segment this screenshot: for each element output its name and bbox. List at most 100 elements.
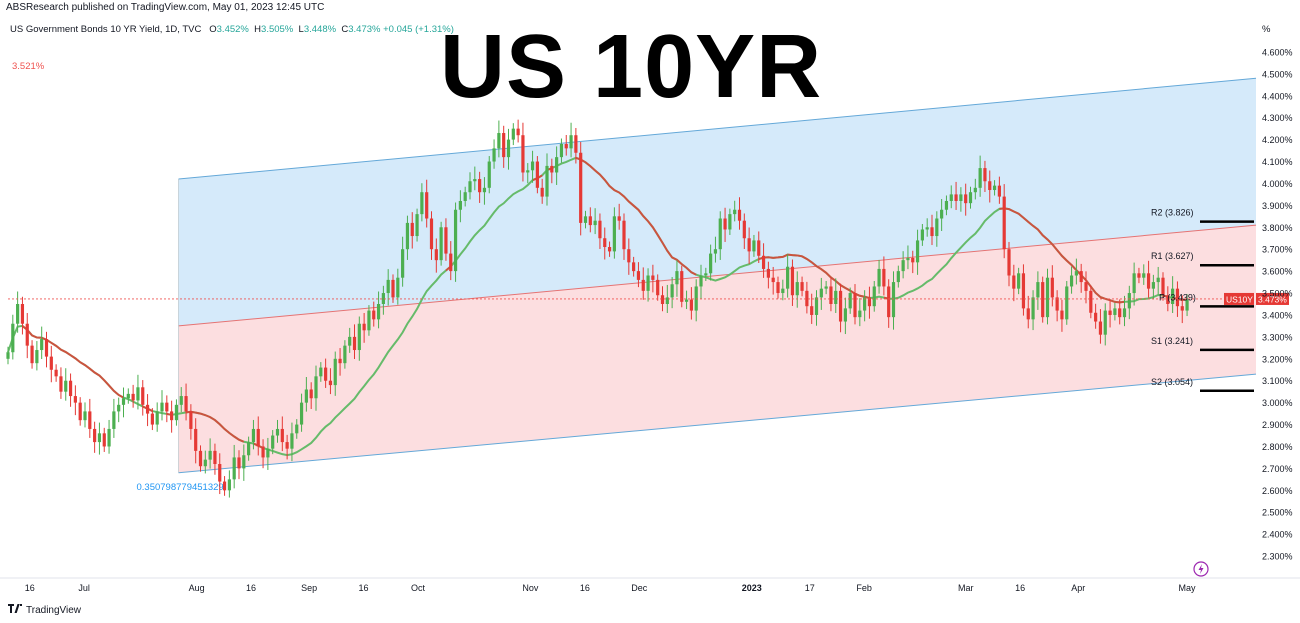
candle-body xyxy=(757,240,761,256)
pivot-label-r2: R2 (3.826) xyxy=(1151,208,1194,218)
candle-body xyxy=(959,194,963,201)
y-tick-label: 3.800% xyxy=(1262,223,1293,233)
candle-body xyxy=(737,209,742,221)
candle-body xyxy=(1127,293,1131,309)
pivot-label-s1: S1 (3.241) xyxy=(1151,336,1193,346)
candle-body xyxy=(511,128,515,140)
y-tick-label: 3.300% xyxy=(1262,332,1293,342)
candle-body xyxy=(704,273,708,276)
candle-body xyxy=(656,279,660,296)
candle-body xyxy=(88,411,92,429)
candle-body xyxy=(482,187,487,193)
candle-body xyxy=(964,194,968,204)
candle-body xyxy=(1036,282,1040,298)
candle-body xyxy=(1151,282,1155,289)
y-axis: 4.600% 4.500% 4.400% 4.300% 4.200% 4.100% 4.00… xyxy=(1262,47,1293,561)
footer-brand[interactable]: TradingView xyxy=(8,604,81,616)
candle-body xyxy=(1031,297,1035,320)
candle-body xyxy=(651,275,655,280)
candle-body xyxy=(887,286,891,318)
candle-body xyxy=(30,345,34,364)
x-tick-label: 16 xyxy=(359,583,369,593)
candle-body xyxy=(954,194,958,201)
candle-body xyxy=(781,288,785,294)
y-tick-label: 3.200% xyxy=(1262,354,1293,364)
candle-body xyxy=(444,227,448,254)
candle-body xyxy=(117,404,121,412)
candle-body xyxy=(680,271,684,302)
candle-body xyxy=(718,218,722,250)
candle-body xyxy=(338,358,342,364)
candle-body xyxy=(983,168,987,182)
candle-body xyxy=(684,299,689,302)
candle-body xyxy=(603,238,607,248)
candle-body xyxy=(415,214,419,237)
candle-body xyxy=(333,358,337,386)
candle-body xyxy=(622,220,626,250)
x-tick-label: Aug xyxy=(189,583,205,593)
candle-body xyxy=(381,293,385,304)
candle-body xyxy=(150,413,154,425)
candle-body xyxy=(203,459,207,467)
candle-body xyxy=(521,135,525,173)
candle-body xyxy=(155,411,159,425)
candle-body xyxy=(410,222,414,237)
candle-body xyxy=(761,255,766,269)
candle-body xyxy=(1175,288,1180,307)
y-tick-label: 4.100% xyxy=(1262,157,1293,167)
lightning-icon xyxy=(1193,561,1209,577)
left-value-label: 3.521% xyxy=(12,61,45,72)
candle-body xyxy=(863,297,867,311)
candle-body xyxy=(1094,312,1098,322)
candle-body xyxy=(425,192,429,219)
candle-body xyxy=(535,161,539,188)
candle-body xyxy=(1118,308,1122,318)
x-tick-label: Oct xyxy=(411,583,426,593)
candle-body xyxy=(121,398,126,405)
candle-body xyxy=(126,393,130,399)
candle-body xyxy=(112,411,116,429)
candle-body xyxy=(771,277,775,283)
channel-annotation: 0.350798779451329 xyxy=(137,482,224,493)
chart-title: US 10YR xyxy=(440,17,823,117)
candle-body xyxy=(593,220,597,226)
candle-body xyxy=(1079,271,1083,283)
channel-upper-line xyxy=(178,77,1257,180)
channel-lower-line xyxy=(178,373,1257,474)
regression-channel: 0.350798779451329 xyxy=(137,77,1257,493)
candle-body xyxy=(136,387,140,401)
y-tick-label: 4.000% xyxy=(1262,179,1293,189)
x-tick-label: May xyxy=(1179,583,1197,593)
candle-body xyxy=(853,293,857,318)
candle-body xyxy=(59,376,63,392)
candle-body xyxy=(564,143,568,149)
candle-body xyxy=(352,336,357,351)
candle-body xyxy=(251,428,256,443)
candle-body xyxy=(97,433,102,443)
candle-body xyxy=(319,367,323,377)
candle-body xyxy=(232,457,236,480)
candle-body xyxy=(1021,273,1026,309)
candle-body xyxy=(747,238,751,252)
x-axis: 16 Jul Aug 16 Sep 16 Oct Nov 16 Dec 2023 17 Feb Mar 16… xyxy=(0,561,1300,593)
moving-average-red xyxy=(21,325,124,399)
candle-body xyxy=(165,402,169,412)
candle-body xyxy=(64,380,68,392)
candle-body xyxy=(786,266,790,289)
candle-body xyxy=(290,433,294,449)
candle-body xyxy=(141,387,145,405)
candle-body xyxy=(935,218,939,237)
candle-body xyxy=(699,275,703,287)
candle-body xyxy=(1041,282,1045,318)
candle-body xyxy=(920,229,924,241)
candle-body xyxy=(194,428,198,451)
candle-body xyxy=(189,411,193,429)
candle-body xyxy=(872,286,876,307)
candle-body xyxy=(1122,308,1127,318)
candle-body xyxy=(675,271,679,285)
candle-body xyxy=(819,288,823,298)
candle-body xyxy=(184,396,188,412)
candle-body xyxy=(776,282,780,294)
x-tick-label: 16 xyxy=(580,583,590,593)
